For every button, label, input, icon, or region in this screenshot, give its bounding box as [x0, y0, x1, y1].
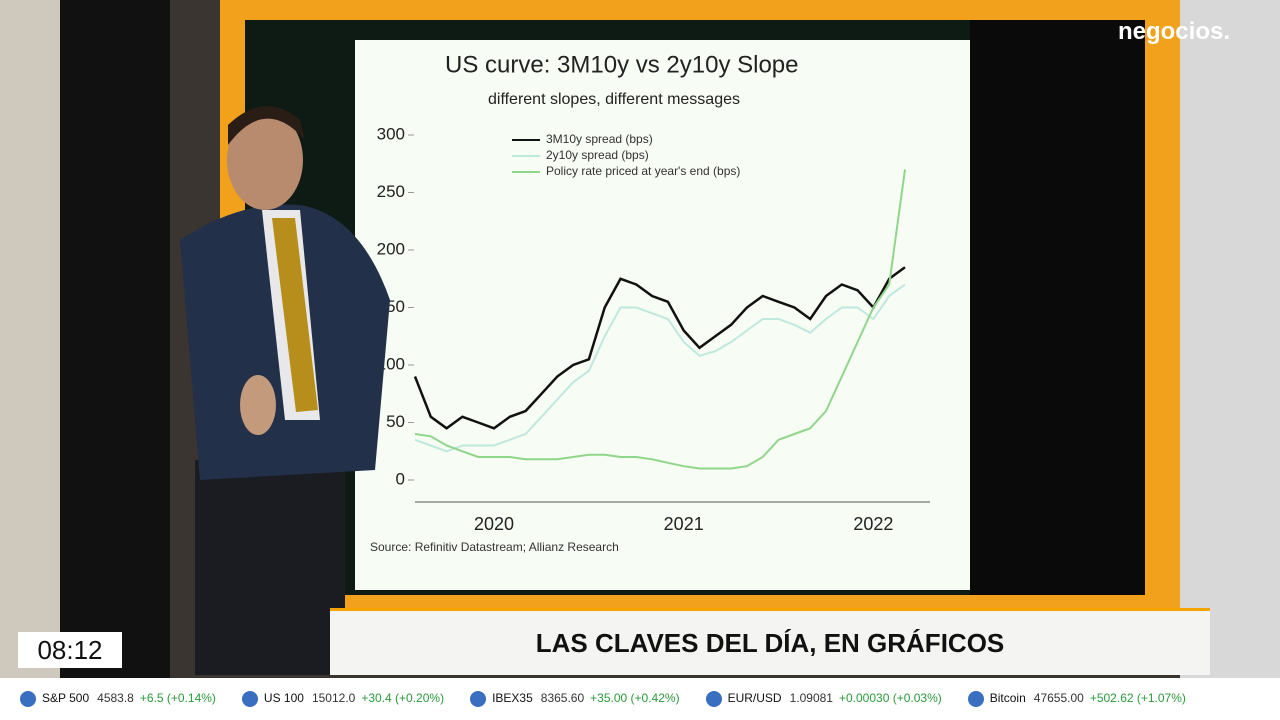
- flag: [470, 691, 487, 707]
- logo: negocios.: [1117, 18, 1230, 45]
- ticker: S&P 500 4583.8 +6.5 (+0.14%) US 100 15012.0 +…: [0, 678, 1280, 720]
- ticker-name: IBEX35: [492, 691, 533, 706]
- chart-panel: [355, 40, 970, 590]
- clock: 08:12: [18, 632, 122, 668]
- y-tick-label: 300: [377, 124, 405, 143]
- ticker-name: EUR/USD: [727, 691, 782, 706]
- chart-subtitle: different slopes, different messages: [488, 91, 740, 108]
- series-line: [414, 283, 906, 453]
- legend-label: 3M10y spread (bps): [546, 132, 653, 146]
- headline: LAS CLAVES DEL DÍA, EN GRÁFICOS: [330, 608, 1210, 675]
- ticker-name: S&P 500: [42, 691, 90, 706]
- ticker-value: 1.09081: [789, 691, 833, 706]
- ticker-item: S&P 500 4583.8 +6.5 (+0.14%): [20, 691, 216, 707]
- ticker-value: 8365.60: [540, 691, 585, 706]
- chart-source: Source: Refinitiv Datastream; Allianz Re…: [370, 540, 619, 554]
- y-tick-label: 50: [386, 412, 405, 431]
- ticker-change: +0.00030 (+0.03%): [838, 691, 942, 706]
- flag: [705, 691, 722, 707]
- series-line: [414, 169, 906, 470]
- ticker-item: Bitcoin 47655.00 +502.62 (+1.07%): [967, 691, 1186, 707]
- ticker-change: +30.4 (+0.20%): [361, 691, 445, 706]
- ticker-change: +502.62 (+1.07%): [1089, 691, 1186, 706]
- x-tick-label: 2021: [664, 514, 704, 534]
- series-line: [413, 266, 906, 430]
- flag: [241, 691, 258, 707]
- ticker-name: Bitcoin: [989, 691, 1026, 706]
- legend-label: Policy rate priced at year's end (bps): [546, 164, 740, 178]
- ticker-value: 4583.8: [97, 691, 134, 706]
- flag: [20, 691, 36, 707]
- presenter: [180, 106, 390, 675]
- legend-label: 2y10y spread (bps): [546, 148, 649, 162]
- screen-side: [970, 20, 1145, 595]
- y-tick-label: 0: [396, 469, 405, 488]
- ticker-change: +6.5 (+0.14%): [139, 691, 216, 706]
- ticker-item: EUR/USD 1.09081 +0.00030 (+0.03%): [705, 691, 942, 707]
- x-tick-label: 2022: [853, 514, 893, 534]
- ticker-name: US 100: [263, 691, 304, 706]
- ticker-value: 15012.0: [311, 691, 356, 706]
- ticker-item: IBEX35 8365.60 +35.00 (+0.42%): [470, 691, 680, 707]
- y-tick-label: 200: [377, 239, 405, 258]
- ticker-change: +35.00 (+0.42%): [590, 691, 680, 706]
- x-tick-label: 2020: [474, 514, 514, 534]
- pillar: [60, 0, 170, 720]
- y-tick-label: 250: [377, 182, 405, 201]
- wall: [1180, 0, 1280, 720]
- chart-title: US curve: 3M10y vs 2y10y Slope: [445, 51, 799, 78]
- ticker-item: US 100 15012.0 +30.4 (+0.20%): [241, 691, 445, 707]
- ticker-value: 47655.00: [1033, 691, 1084, 706]
- flag: [967, 691, 984, 707]
